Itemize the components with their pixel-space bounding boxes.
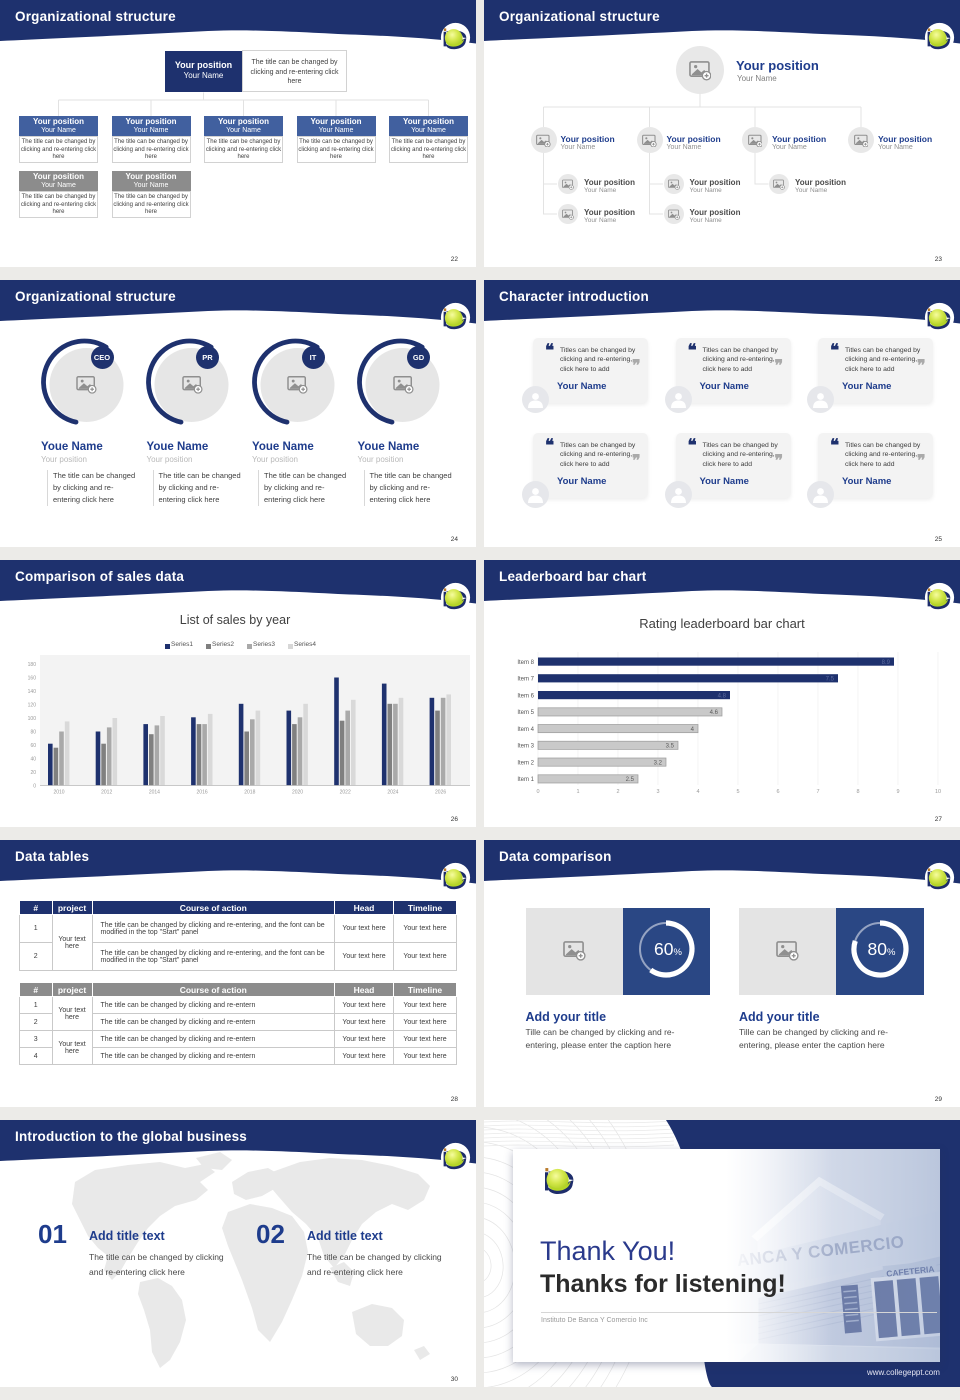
svg-text:6: 6 <box>776 789 779 795</box>
svg-text:Item 2: Item 2 <box>517 760 534 766</box>
svg-text:Item 1: Item 1 <box>517 777 534 783</box>
svg-text:60: 60 <box>30 743 36 749</box>
svg-text:3.2: 3.2 <box>654 760 663 766</box>
svg-text:8: 8 <box>856 789 859 795</box>
svg-text:160: 160 <box>28 676 37 682</box>
svg-text:10: 10 <box>935 789 941 795</box>
svg-text:4.8: 4.8 <box>718 693 727 699</box>
svg-text:Item 8: Item 8 <box>517 660 534 666</box>
svg-text:2010: 2010 <box>53 790 64 796</box>
svg-text:7.5: 7.5 <box>826 677 835 683</box>
svg-text:3.5: 3.5 <box>666 744 675 750</box>
svg-text:9: 9 <box>896 789 899 795</box>
svg-text:Item 3: Item 3 <box>517 744 534 750</box>
svg-text:Item 5: Item 5 <box>517 710 534 716</box>
svg-text:2014: 2014 <box>149 790 160 796</box>
svg-text:80: 80 <box>30 730 36 736</box>
svg-text:0: 0 <box>536 789 539 795</box>
svg-text:4: 4 <box>691 727 695 733</box>
svg-text:5: 5 <box>736 789 739 795</box>
svg-text:7: 7 <box>816 789 819 795</box>
svg-text:2020: 2020 <box>292 790 303 796</box>
svg-text:180: 180 <box>28 662 37 668</box>
svg-text:2: 2 <box>616 789 619 795</box>
svg-text:2022: 2022 <box>340 790 351 796</box>
svg-text:2.5: 2.5 <box>626 777 635 783</box>
svg-text:40: 40 <box>30 757 36 763</box>
svg-text:Item 6: Item 6 <box>517 693 534 699</box>
svg-text:8.9: 8.9 <box>882 660 891 666</box>
svg-text:2016: 2016 <box>197 790 208 796</box>
svg-text:2024: 2024 <box>387 790 398 796</box>
svg-text:2026: 2026 <box>435 790 446 796</box>
svg-text:Item 7: Item 7 <box>517 677 534 683</box>
svg-text:100: 100 <box>28 716 37 722</box>
svg-text:4.6: 4.6 <box>710 710 719 716</box>
svg-text:120: 120 <box>28 703 37 709</box>
svg-text:1: 1 <box>576 789 579 795</box>
svg-text:2012: 2012 <box>101 790 112 796</box>
svg-text:3: 3 <box>656 789 659 795</box>
svg-text:2018: 2018 <box>244 790 255 796</box>
svg-text:140: 140 <box>28 689 37 695</box>
svg-text:4: 4 <box>696 789 699 795</box>
svg-text:0: 0 <box>33 784 36 790</box>
svg-text:Item 4: Item 4 <box>517 727 534 733</box>
svg-text:20: 20 <box>30 770 36 776</box>
